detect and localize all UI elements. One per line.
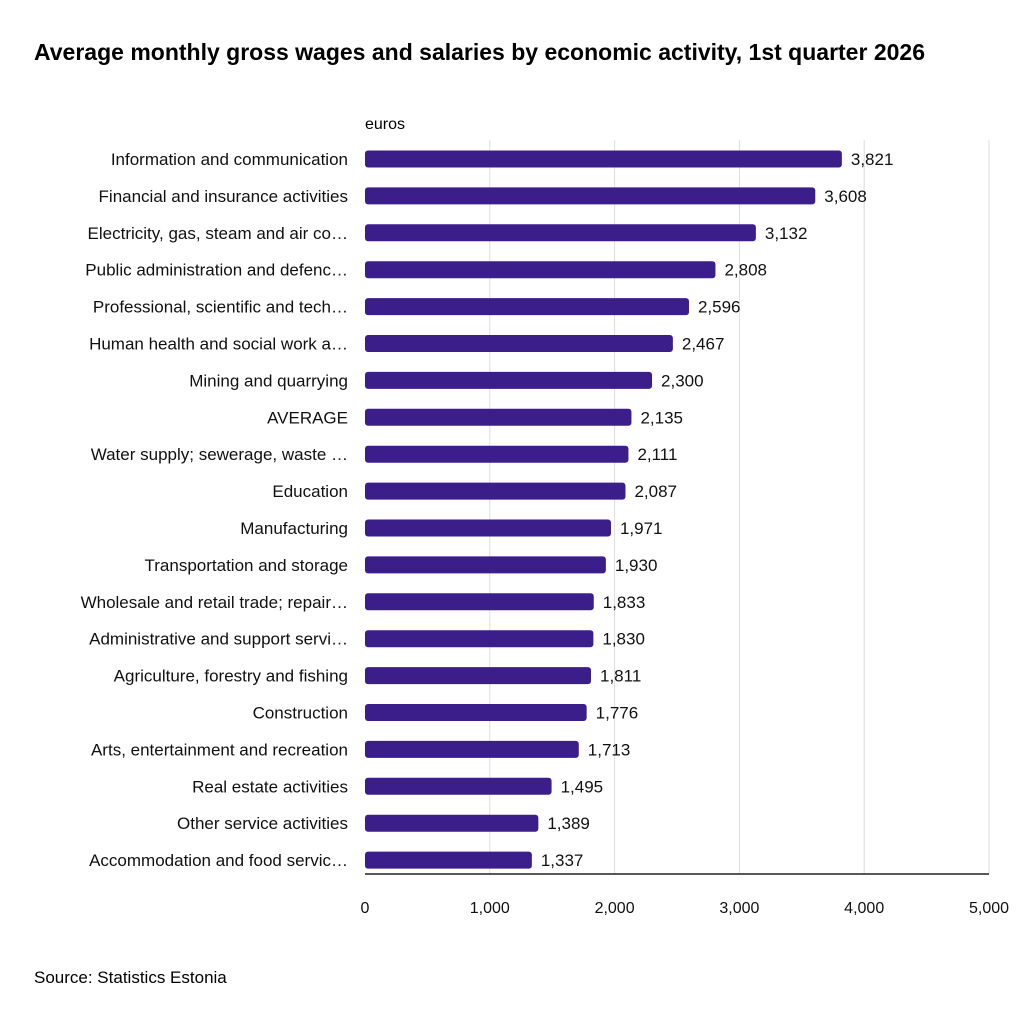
- x-axis: 0 1,000 2,000 3,000 4,000 5,000: [361, 873, 1009, 917]
- category-label: Financial and insurance activities: [99, 187, 348, 206]
- bar: [365, 187, 816, 205]
- bar: [365, 667, 592, 685]
- x-tick-label: 5,000: [969, 900, 1009, 917]
- category-label: Agriculture, forestry and fishing: [114, 667, 348, 686]
- gridlines: [489, 140, 990, 874]
- value-label: 1,713: [588, 740, 631, 759]
- x-tick-label: 4,000: [844, 900, 884, 917]
- value-label: 1,830: [602, 630, 645, 649]
- category-label: Manufacturing: [240, 519, 348, 538]
- bar: [365, 482, 626, 500]
- category-label: Arts, entertainment and recreation: [91, 740, 348, 759]
- source-note: Source: Statistics Estonia: [34, 968, 227, 987]
- value-label: 1,930: [615, 556, 658, 575]
- category-label: Accommodation and food servic…: [89, 851, 348, 870]
- bar: [365, 814, 539, 832]
- value-label: 1,337: [541, 851, 584, 870]
- x-tick-label: 0: [361, 900, 370, 917]
- category-label: Water supply; sewerage, waste …: [91, 445, 348, 464]
- category-labels: Information and communication Financial a…: [81, 150, 348, 870]
- bars: [365, 150, 842, 869]
- category-label: Real estate activities: [192, 777, 348, 796]
- category-label: Other service activities: [177, 814, 348, 833]
- value-label: 1,389: [547, 814, 590, 833]
- bar: [365, 261, 716, 279]
- value-labels: 3,821 3,608 3,132 2,808 2,596 2,467 2,300 2,135…: [541, 150, 894, 870]
- bar: [365, 445, 629, 463]
- value-label: 2,135: [640, 408, 683, 427]
- value-label: 2,467: [682, 335, 725, 354]
- category-label: Information and communication: [111, 150, 348, 169]
- value-label: 1,495: [561, 777, 604, 796]
- x-tick-label: 2,000: [595, 900, 635, 917]
- value-label: 2,087: [634, 482, 677, 501]
- value-label: 2,808: [724, 261, 767, 280]
- bar: [365, 593, 594, 611]
- category-label: Education: [272, 482, 348, 501]
- category-label: Professional, scientific and tech…: [93, 298, 348, 317]
- bar: [365, 556, 606, 574]
- category-label: Electricity, gas, steam and air co…: [88, 224, 348, 243]
- category-label: Construction: [253, 704, 348, 723]
- x-tick-label: 1,000: [470, 900, 510, 917]
- value-label: 2,111: [637, 445, 677, 464]
- category-label: Human health and social work a…: [89, 335, 348, 354]
- bar: [365, 150, 842, 168]
- bar: [365, 335, 673, 352]
- value-label: 1,971: [620, 519, 663, 538]
- unit-label: euros: [365, 116, 406, 133]
- value-label: 2,596: [698, 298, 741, 317]
- bar: [365, 777, 552, 795]
- value-label: 3,821: [851, 150, 894, 169]
- value-label: 1,776: [596, 704, 639, 723]
- bar: [365, 704, 587, 721]
- category-label: Public administration and defenc…: [85, 261, 348, 280]
- bar: [365, 519, 611, 537]
- value-label: 1,833: [603, 593, 646, 612]
- bar: [365, 371, 653, 389]
- value-label: 2,300: [661, 371, 704, 390]
- category-label: Transportation and storage: [145, 556, 349, 575]
- category-label: Mining and quarrying: [189, 371, 348, 390]
- bar: [365, 298, 689, 316]
- bar: [365, 851, 532, 869]
- x-tick-label: 3,000: [719, 900, 759, 917]
- chart-title: Average monthly gross wages and salaries…: [34, 39, 925, 65]
- value-label: 3,608: [824, 187, 867, 206]
- bar: [365, 740, 579, 758]
- value-label: 1,811: [600, 667, 641, 686]
- category-label: Administrative and support servi…: [89, 630, 348, 649]
- category-label: AVERAGE: [267, 408, 348, 427]
- bar: [365, 224, 756, 242]
- value-label: 3,132: [765, 224, 808, 243]
- category-label: Wholesale and retail trade; repair…: [81, 593, 348, 612]
- bar: [365, 630, 594, 648]
- bar: [365, 408, 632, 426]
